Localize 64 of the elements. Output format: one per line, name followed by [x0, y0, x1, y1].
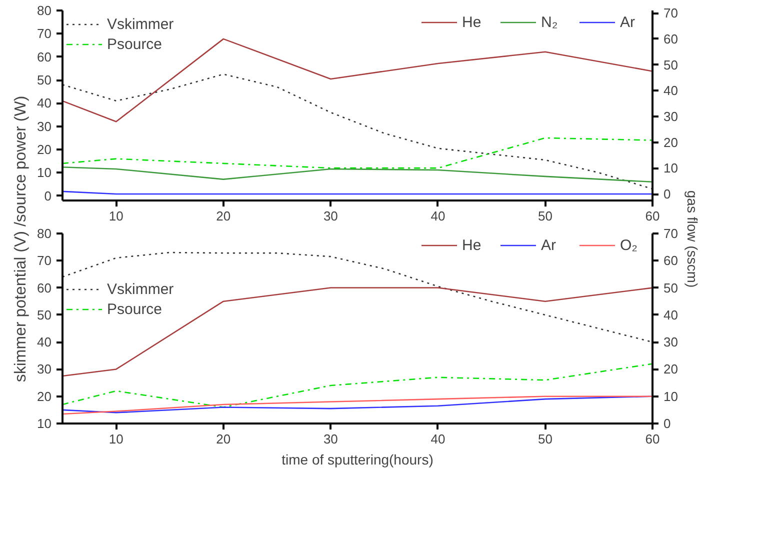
y2-tick-label: 10 [664, 388, 678, 404]
x-tick-label: 50 [538, 208, 552, 224]
y2-tick-label: 0 [664, 186, 671, 202]
line-series [62, 166, 652, 183]
legend-label: Vskimmer [107, 280, 175, 298]
y2-tick-label: 50 [664, 57, 678, 72]
x-tick-label: 60 [645, 208, 660, 224]
y2-tick-label: 10 [664, 160, 678, 176]
legend-label: Psource [107, 36, 164, 52]
y-tick-label: 70 [37, 253, 52, 268]
x-tick-label: 50 [538, 432, 552, 446]
y2-tick-label: 60 [664, 253, 678, 268]
y-tick-label: 30 [37, 118, 52, 134]
legend-label: Psource [107, 300, 164, 318]
x-tick-label: 40 [430, 208, 446, 224]
y2-tick-label: 70 [664, 226, 678, 241]
x-axis-title: time of sputtering(hours) [282, 452, 434, 468]
y-tick-label: 60 [37, 280, 52, 296]
y2-tick-label: 40 [664, 307, 678, 322]
y2-tick-label: 40 [664, 83, 678, 98]
legend-label: N₂ [541, 14, 559, 30]
line-series [62, 74, 652, 190]
y2-tick-label: 30 [664, 108, 678, 124]
y-tick-label: 60 [37, 49, 52, 64]
line-series [62, 363, 652, 408]
legend-label: Vskimmer [107, 16, 175, 32]
y-tick-label: 80 [37, 3, 52, 18]
y-tick-label: 70 [37, 26, 52, 42]
y-tick-label: 10 [37, 416, 52, 431]
y2-tick-label: 60 [664, 31, 678, 46]
x-tick-label: 10 [108, 432, 124, 446]
y-axis-title: skimmer potential (V) /source power (W) [12, 96, 30, 382]
y2-tick-label: 20 [664, 362, 678, 377]
y-tick-label: 0 [44, 188, 52, 204]
y-tick-label: 50 [37, 307, 52, 322]
legend-label: Ar [541, 236, 557, 254]
y-tick-label: 20 [37, 142, 52, 158]
y-tick-label: 20 [37, 388, 52, 404]
y-tick-label: 40 [37, 334, 52, 350]
y-tick-label: 80 [37, 226, 52, 241]
y-tick-label: 30 [37, 362, 52, 377]
y2-axis-title: gas flow (sscm) [684, 190, 700, 288]
x-tick-label: 40 [430, 432, 446, 446]
y2-tick-label: 30 [664, 334, 678, 350]
y-tick-label: 50 [37, 72, 52, 88]
x-tick-label: 60 [645, 432, 660, 446]
line-series [62, 252, 652, 343]
line-series [62, 38, 652, 122]
y2-tick-label: 0 [664, 416, 671, 431]
y2-tick-label: 50 [664, 280, 678, 296]
x-tick-label: 10 [108, 208, 124, 224]
x-tick-label: 30 [323, 208, 338, 224]
legend-label: Ar [620, 14, 636, 30]
legend-label: He [462, 14, 482, 30]
x-tick-label: 20 [216, 432, 231, 446]
x-tick-label: 30 [323, 432, 338, 446]
legend-label: He [462, 236, 482, 254]
y-tick-label: 40 [37, 96, 52, 111]
legend-label: O₂ [620, 236, 638, 254]
x-tick-label: 20 [216, 208, 231, 224]
y2-tick-label: 20 [664, 134, 678, 150]
y-tick-label: 10 [37, 165, 52, 180]
line-series [62, 137, 652, 169]
y2-tick-label: 70 [664, 6, 678, 21]
